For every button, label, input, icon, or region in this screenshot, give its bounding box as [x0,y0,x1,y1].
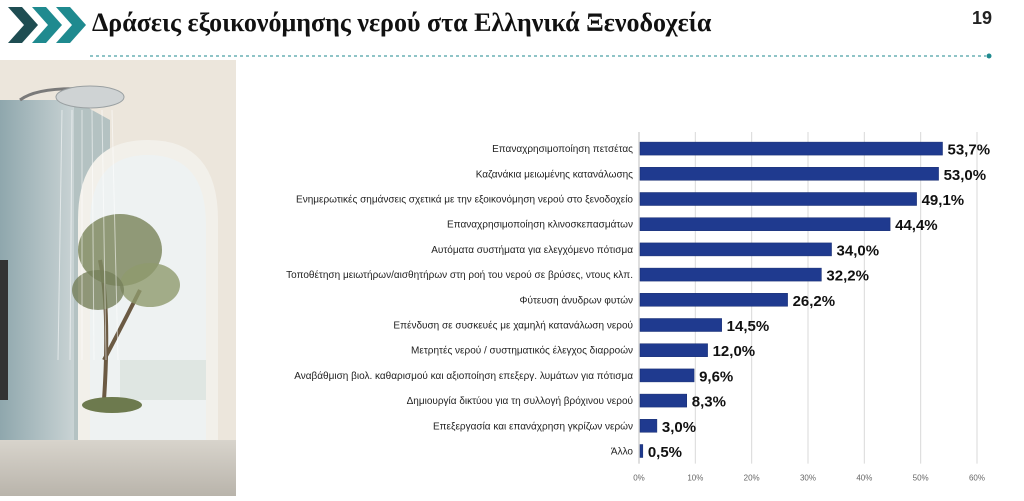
x-tick-label: 30% [800,474,816,483]
bar [639,217,891,231]
bar [639,419,658,433]
value-label: 53,7% [948,142,991,159]
x-tick-label: 0% [633,474,645,483]
category-label: Ενημερωτικές σημάνσεις σχετικά με την εξ… [296,194,633,206]
value-label: 0,5% [648,444,682,461]
x-tick-label: 50% [913,474,929,483]
value-label: 32,2% [826,268,869,285]
header-divider [90,53,992,59]
bar [639,192,917,206]
category-label: Άλλο [611,447,634,458]
category-label: Επαναχρησιμοποίηση πετσέτας [492,143,633,155]
value-label: 14,5% [727,318,770,335]
bar [639,393,688,408]
category-label: Τοποθέτηση μειωτήρων/αισθητήρων στη ροή … [286,269,633,281]
bar-chart: 0% 10% 20% 30% 40% 50% 60% Επαναχρησιμοποίηση π… [240,130,1020,496]
x-tick-label: 10% [687,474,703,483]
value-label: 26,2% [793,293,836,310]
category-label: Καζανάκια μειωμένης κατανάλωσης [476,168,633,180]
value-label: 44,4% [895,217,938,234]
value-label: 49,1% [922,192,965,209]
category-label: Επαναχρησιμοποίηση κλινοσκεπασμάτων [447,219,633,231]
page-number: 19 [971,8,992,28]
value-label: 9,6% [699,368,733,385]
slide-header: Δράσεις εξοικονόμησης νερού στα Ελληνικά… [0,0,1024,59]
shower-bathroom-photo [0,60,236,496]
category-label: Αναβάθμιση βιολ. καθαρισμού και αξιοποίη… [294,370,633,382]
category-label: Επένδυση σε συσκευές με χαμηλή κατανάλωσ… [393,320,633,332]
bar [639,242,832,257]
value-label: 53,0% [944,167,987,184]
x-tick-label: 40% [856,474,872,483]
bar [639,267,822,282]
bar [639,444,644,458]
bar [639,343,708,357]
category-label: Μετρητές νερού / συστηματικός έλεγχος δι… [411,345,633,357]
value-label: 12,0% [713,343,756,360]
x-tick-label: 60% [969,474,985,483]
value-label: 3,0% [662,419,696,436]
chevron-arrows-icon [8,7,86,43]
bar [639,293,788,307]
category-label: Αυτόματα συστήματα για ελεγχόμενο πότισμ… [431,244,633,256]
slide-title: Δράσεις εξοικονόμησης νερού στα Ελληνικά… [92,8,712,37]
value-label: 8,3% [692,394,726,411]
bar [639,141,943,156]
bar [639,167,939,181]
bar [639,368,695,383]
bar [639,318,722,332]
category-label: Επεξεργασία και επανάχρηση γκρίζων νερών [433,420,633,432]
x-tick-label: 20% [744,474,760,483]
category-label: Φύτευση άνυδρων φυτών [520,294,634,306]
category-label: Δημιουργία δικτύου για τη συλλογή βρόχιν… [407,395,633,407]
value-label: 34,0% [837,242,880,259]
